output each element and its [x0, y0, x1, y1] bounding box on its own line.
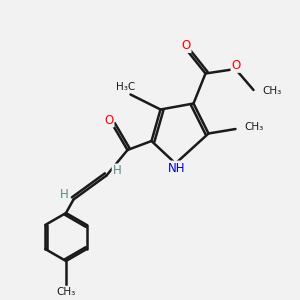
Text: CH₃: CH₃: [244, 122, 264, 133]
Text: O: O: [182, 39, 190, 52]
Text: NH: NH: [168, 161, 186, 175]
Text: O: O: [104, 113, 113, 127]
Text: H₃C: H₃C: [116, 82, 136, 92]
Text: CH₃: CH₃: [262, 86, 282, 97]
Text: H: H: [60, 188, 69, 202]
Text: O: O: [232, 59, 241, 72]
Text: CH₃: CH₃: [56, 286, 76, 297]
Text: H: H: [112, 164, 122, 178]
